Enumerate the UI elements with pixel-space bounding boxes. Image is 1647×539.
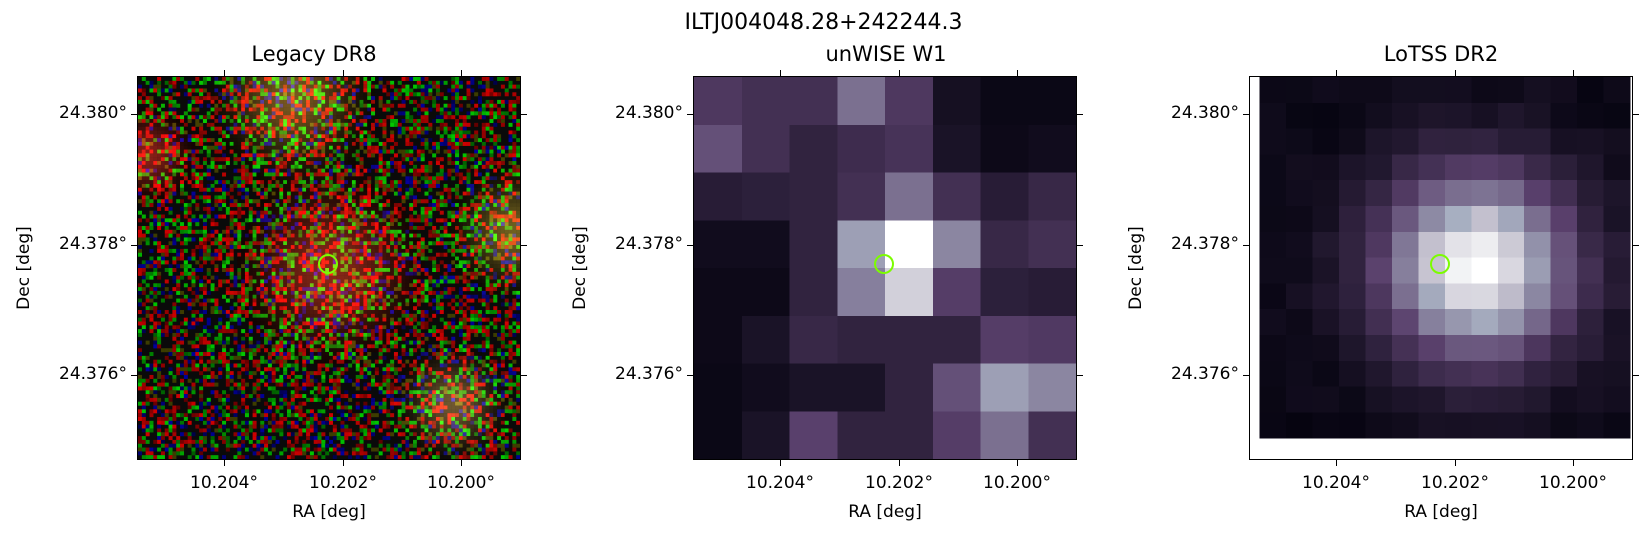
x-axis-label: RA [deg] <box>848 502 922 522</box>
y-tick-mark <box>687 245 693 246</box>
panel-title-lotss: LoTSS DR2 <box>1383 42 1499 66</box>
x-tick-label: 10.204° <box>190 473 258 493</box>
y-tick-mark <box>521 114 527 115</box>
y-tick-mark <box>131 245 137 246</box>
lotss-image-panel <box>1249 76 1633 460</box>
y-tick-mark <box>131 114 137 115</box>
x-tick-mark <box>1455 70 1456 76</box>
x-tick-label: 10.204° <box>746 473 814 493</box>
y-tick-label: 24.376° <box>615 364 683 384</box>
x-tick-mark <box>461 460 462 466</box>
y-axis-label: Dec [deg] <box>14 226 34 310</box>
panel-title-unwise: unWISE W1 <box>825 42 947 66</box>
x-tick-mark <box>461 70 462 76</box>
y-tick-mark <box>521 245 527 246</box>
x-tick-mark <box>343 460 344 466</box>
x-tick-mark <box>899 70 900 76</box>
lotss-image <box>1250 77 1632 459</box>
y-tick-mark <box>1633 375 1639 376</box>
x-tick-mark <box>780 460 781 466</box>
source-marker <box>874 254 894 274</box>
x-tick-mark <box>1336 460 1337 466</box>
x-tick-label: 10.204° <box>1302 473 1370 493</box>
x-tick-label: 10.200° <box>427 473 495 493</box>
y-tick-label: 24.378° <box>615 234 683 254</box>
x-tick-label: 10.202° <box>1421 473 1489 493</box>
x-tick-label: 10.202° <box>309 473 377 493</box>
x-axis-label: RA [deg] <box>1404 502 1478 522</box>
unwise-image-panel <box>693 76 1077 460</box>
y-tick-label: 24.378° <box>1171 234 1239 254</box>
y-tick-mark <box>1243 375 1249 376</box>
legacy-image <box>138 77 520 459</box>
y-tick-mark <box>1243 245 1249 246</box>
unwise-image <box>694 77 1076 459</box>
source-marker <box>1430 254 1450 274</box>
x-tick-mark <box>1455 460 1456 466</box>
x-tick-mark <box>780 70 781 76</box>
y-tick-mark <box>1633 245 1639 246</box>
legacy-image-panel <box>137 76 521 460</box>
x-tick-mark <box>1573 70 1574 76</box>
figure-title: ILTJ004048.28+242244.3 <box>684 10 963 35</box>
y-tick-label: 24.380° <box>615 103 683 123</box>
y-tick-mark <box>521 375 527 376</box>
x-tick-mark <box>343 70 344 76</box>
y-tick-mark <box>1633 114 1639 115</box>
y-tick-mark <box>1243 114 1249 115</box>
y-axis-label: Dec [deg] <box>570 226 590 310</box>
x-tick-mark <box>224 70 225 76</box>
y-tick-label: 24.380° <box>1171 103 1239 123</box>
panel-title-legacy: Legacy DR8 <box>251 42 377 66</box>
x-axis-label: RA [deg] <box>292 502 366 522</box>
x-tick-label: 10.200° <box>1539 473 1607 493</box>
x-tick-label: 10.202° <box>865 473 933 493</box>
y-tick-mark <box>1077 245 1083 246</box>
x-tick-mark <box>1017 460 1018 466</box>
y-tick-label: 24.376° <box>1171 364 1239 384</box>
y-tick-label: 24.376° <box>59 364 127 384</box>
x-tick-mark <box>1573 460 1574 466</box>
y-tick-mark <box>1077 114 1083 115</box>
x-tick-mark <box>1017 70 1018 76</box>
source-marker <box>318 254 338 274</box>
x-tick-mark <box>1336 70 1337 76</box>
x-tick-mark <box>224 460 225 466</box>
y-axis-label: Dec [deg] <box>1126 226 1146 310</box>
y-tick-mark <box>131 375 137 376</box>
x-tick-label: 10.200° <box>983 473 1051 493</box>
y-tick-mark <box>687 114 693 115</box>
y-tick-mark <box>1077 375 1083 376</box>
y-tick-mark <box>687 375 693 376</box>
x-tick-mark <box>899 460 900 466</box>
y-tick-label: 24.380° <box>59 103 127 123</box>
y-tick-label: 24.378° <box>59 234 127 254</box>
